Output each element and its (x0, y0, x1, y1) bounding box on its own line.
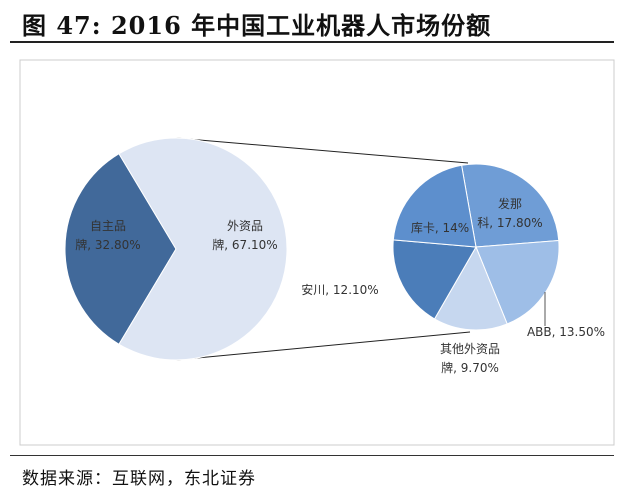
secondary-slice-其他外资品牌 (433, 245, 508, 331)
connector-line-top (175, 137, 469, 164)
plot-area-border (19, 59, 615, 446)
secondary-data-label: 科, 17.80% (477, 216, 542, 230)
main-data-label: 自主品 (90, 219, 126, 233)
main-data-label: 外资品 (227, 219, 263, 233)
secondary-data-label: 安川, 12.10% (301, 282, 378, 297)
footer-divider (10, 455, 614, 456)
secondary-data-label: 牌, 9.70% (441, 361, 499, 375)
main-slice-外资品牌 (118, 137, 288, 361)
source-note: 数据来源：互联网，东北证券 (22, 469, 256, 489)
main-slice-自主品牌 (64, 153, 177, 345)
secondary-slice-ABB (475, 239, 560, 325)
main-data-label: 牌, 67.10% (212, 238, 277, 252)
secondary-data-label: 发那 (498, 196, 522, 211)
secondary-data-label: ABB, 13.50% (527, 325, 605, 339)
title-divider (10, 41, 614, 43)
secondary-slice-发那科 (461, 163, 560, 248)
main-data-label: 牌, 32.80% (75, 238, 140, 252)
connector-line-bottom (175, 331, 471, 361)
secondary-data-label: 库卡, 14% (411, 220, 469, 235)
secondary-data-label: 其他外资品 (440, 342, 500, 356)
secondary-slice-库卡 (392, 164, 477, 248)
secondary-slice-安川 (392, 239, 477, 320)
chart-title: 图 47: 2016 年中国工业机器人市场份额 (22, 11, 492, 40)
